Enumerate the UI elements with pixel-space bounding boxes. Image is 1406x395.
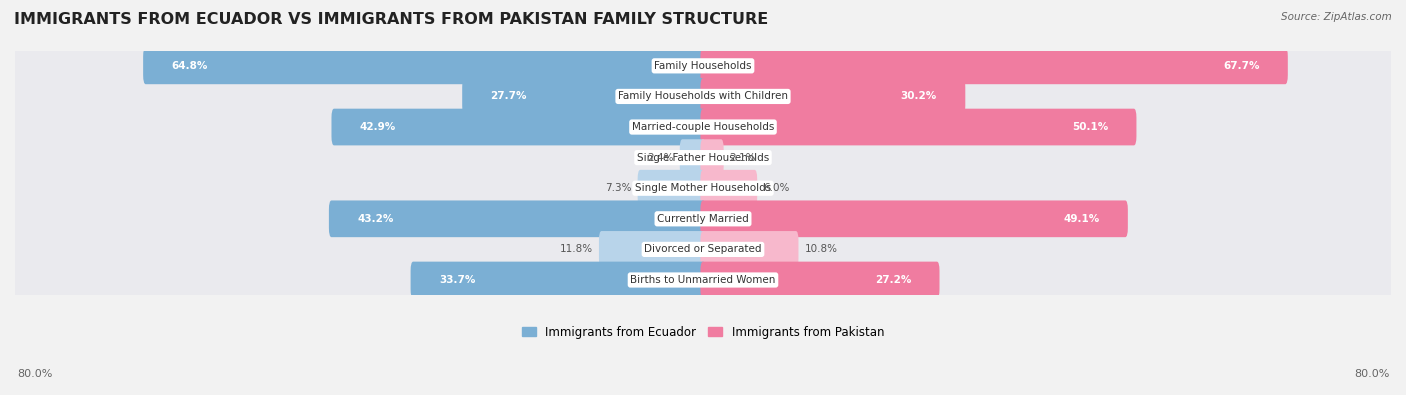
FancyBboxPatch shape — [143, 47, 706, 84]
FancyBboxPatch shape — [700, 139, 724, 176]
Text: Currently Married: Currently Married — [657, 214, 749, 224]
Legend: Immigrants from Ecuador, Immigrants from Pakistan: Immigrants from Ecuador, Immigrants from… — [517, 321, 889, 343]
Text: Family Households with Children: Family Households with Children — [619, 91, 787, 102]
FancyBboxPatch shape — [15, 257, 1391, 303]
Text: 30.2%: 30.2% — [901, 91, 936, 102]
Text: 7.3%: 7.3% — [605, 183, 631, 193]
Text: Single Mother Households: Single Mother Households — [636, 183, 770, 193]
Text: 67.7%: 67.7% — [1223, 61, 1260, 71]
FancyBboxPatch shape — [15, 73, 1391, 120]
Text: 80.0%: 80.0% — [1354, 369, 1389, 379]
FancyBboxPatch shape — [700, 261, 939, 298]
Text: 80.0%: 80.0% — [17, 369, 52, 379]
Text: 50.1%: 50.1% — [1071, 122, 1108, 132]
Text: 64.8%: 64.8% — [172, 61, 208, 71]
FancyBboxPatch shape — [15, 43, 1391, 89]
FancyBboxPatch shape — [15, 165, 1391, 211]
FancyBboxPatch shape — [700, 47, 1288, 84]
Text: 10.8%: 10.8% — [804, 245, 838, 254]
FancyBboxPatch shape — [15, 134, 1391, 181]
Text: 49.1%: 49.1% — [1063, 214, 1099, 224]
Text: 43.2%: 43.2% — [357, 214, 394, 224]
Text: 6.0%: 6.0% — [763, 183, 790, 193]
FancyBboxPatch shape — [700, 231, 799, 268]
Text: Divorced or Separated: Divorced or Separated — [644, 245, 762, 254]
FancyBboxPatch shape — [329, 200, 706, 237]
Text: 27.7%: 27.7% — [491, 91, 527, 102]
FancyBboxPatch shape — [332, 109, 706, 145]
Text: Source: ZipAtlas.com: Source: ZipAtlas.com — [1281, 12, 1392, 22]
Text: 2.1%: 2.1% — [730, 152, 756, 163]
FancyBboxPatch shape — [411, 261, 706, 298]
FancyBboxPatch shape — [700, 78, 966, 115]
FancyBboxPatch shape — [15, 104, 1391, 150]
Text: Single Father Households: Single Father Households — [637, 152, 769, 163]
Text: Births to Unmarried Women: Births to Unmarried Women — [630, 275, 776, 285]
FancyBboxPatch shape — [599, 231, 706, 268]
Text: 33.7%: 33.7% — [439, 275, 475, 285]
Text: 27.2%: 27.2% — [875, 275, 911, 285]
FancyBboxPatch shape — [700, 109, 1136, 145]
FancyBboxPatch shape — [463, 78, 706, 115]
FancyBboxPatch shape — [700, 200, 1128, 237]
Text: IMMIGRANTS FROM ECUADOR VS IMMIGRANTS FROM PAKISTAN FAMILY STRUCTURE: IMMIGRANTS FROM ECUADOR VS IMMIGRANTS FR… — [14, 12, 768, 27]
FancyBboxPatch shape — [15, 226, 1391, 273]
Text: 42.9%: 42.9% — [360, 122, 396, 132]
FancyBboxPatch shape — [15, 196, 1391, 242]
FancyBboxPatch shape — [638, 170, 706, 207]
Text: Family Households: Family Households — [654, 61, 752, 71]
FancyBboxPatch shape — [679, 139, 706, 176]
FancyBboxPatch shape — [700, 170, 758, 207]
Text: Married-couple Households: Married-couple Households — [631, 122, 775, 132]
Text: 11.8%: 11.8% — [560, 245, 593, 254]
Text: 2.4%: 2.4% — [647, 152, 673, 163]
